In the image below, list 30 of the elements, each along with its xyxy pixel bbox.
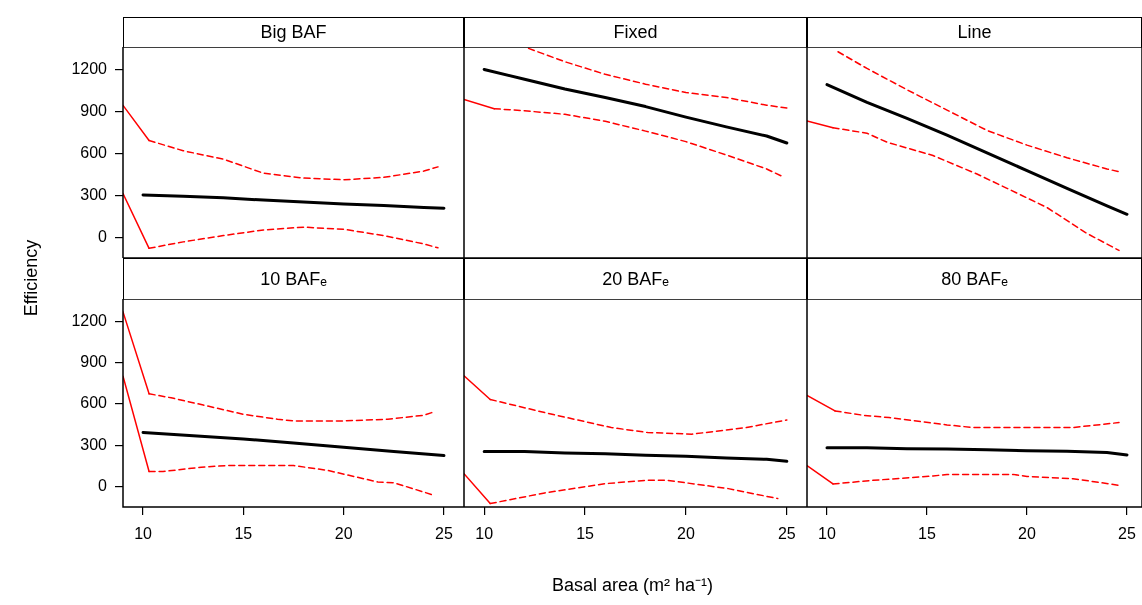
y-tick-label: 1200 bbox=[71, 59, 108, 77]
y-tick-label: 600 bbox=[80, 143, 108, 161]
chart-title: 20 BAFₑ bbox=[464, 258, 807, 299]
y-tick-label: 0 bbox=[98, 477, 108, 495]
x-tick-label: 10 bbox=[475, 525, 494, 543]
chart-title: Big BAF bbox=[123, 17, 464, 47]
chart-title: 10 BAFₑ bbox=[123, 258, 464, 299]
y-tick-label: 300 bbox=[80, 435, 108, 453]
x-tick-label: 25 bbox=[435, 525, 453, 543]
y-tick-label: 900 bbox=[80, 101, 108, 119]
y-tick-label: 1200 bbox=[71, 311, 108, 329]
x-tick-label: 10 bbox=[134, 525, 153, 543]
y-axis-title: Efficiency bbox=[20, 239, 42, 317]
x-tick-label: 20 bbox=[1018, 525, 1036, 543]
x-axis-title: Basal area (m² ha⁻¹) bbox=[550, 574, 715, 596]
y-tick-label: 300 bbox=[80, 186, 108, 204]
x-tick-label: 10 bbox=[818, 525, 836, 543]
x-tick-label: 25 bbox=[1118, 525, 1136, 543]
chart-title: Line bbox=[807, 17, 1142, 47]
y-tick-label: 600 bbox=[80, 394, 108, 412]
y-tick-label: 0 bbox=[98, 228, 108, 246]
chart-title: Fixed bbox=[464, 17, 807, 47]
x-tick-label: 15 bbox=[576, 525, 595, 543]
x-tick-label: 25 bbox=[777, 525, 796, 543]
x-tick-label: 15 bbox=[234, 525, 253, 543]
y-tick-label: 900 bbox=[80, 352, 108, 370]
chart-title: 80 BAFₑ bbox=[807, 258, 1142, 299]
x-tick-label: 15 bbox=[918, 525, 936, 543]
x-tick-label: 20 bbox=[334, 525, 353, 543]
x-tick-label: 20 bbox=[677, 525, 695, 543]
